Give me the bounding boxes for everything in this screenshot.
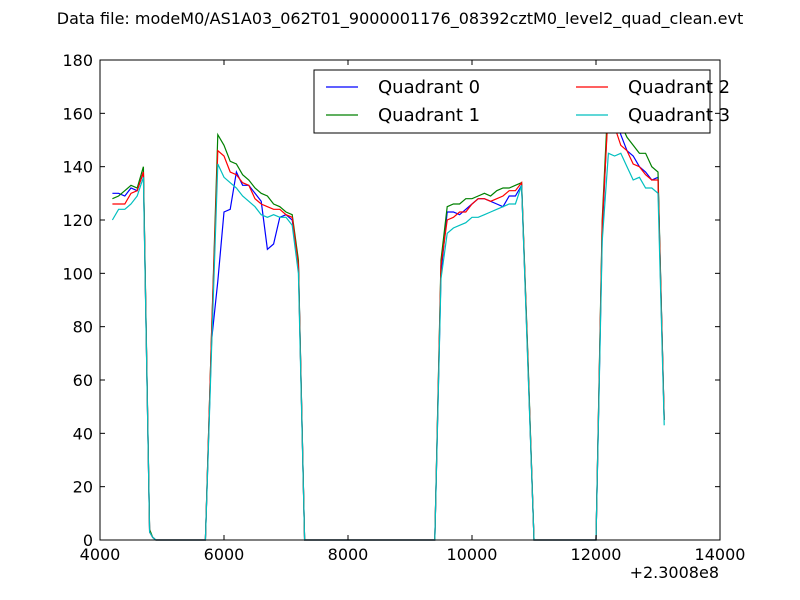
legend: Quadrant 0 Quadrant 1 Quadrant 2 Quadrant 3 bbox=[313, 69, 730, 134]
axis-ticks: 4000 6000 8000 10000 12000 14000 0 20 40 60 80 100 1… bbox=[62, 51, 745, 564]
legend-frame bbox=[313, 69, 711, 134]
y-tick-label: 140 bbox=[62, 158, 93, 177]
y-tick-label: 60 bbox=[73, 371, 93, 390]
legend-label-quadrant-2: Quadrant 2 bbox=[628, 77, 730, 98]
y-tick-label: 20 bbox=[73, 478, 93, 497]
y-tick-label: 120 bbox=[62, 211, 93, 230]
x-tick-label: 12000 bbox=[571, 545, 622, 564]
x-tick-label: 14000 bbox=[695, 545, 746, 564]
y-tick-label: 100 bbox=[62, 264, 93, 283]
y-tick-label: 80 bbox=[73, 318, 93, 337]
legend-label-quadrant-0: Quadrant 0 bbox=[378, 77, 480, 98]
y-tick-label: 40 bbox=[73, 424, 93, 443]
y-tick-label: 180 bbox=[62, 51, 93, 70]
x-tick-label: 4000 bbox=[80, 545, 121, 564]
legend-label-quadrant-1: Quadrant 1 bbox=[378, 105, 480, 126]
x-tick-label: 6000 bbox=[204, 545, 245, 564]
y-tick-label: 160 bbox=[62, 104, 93, 123]
x-offset-label: +2.3008e8 bbox=[630, 563, 719, 582]
y-tick-label: 0 bbox=[83, 531, 93, 550]
legend-label-quadrant-3: Quadrant 3 bbox=[628, 105, 730, 126]
plot-background bbox=[100, 60, 720, 540]
x-tick-label: 8000 bbox=[328, 545, 369, 564]
plot-frame bbox=[99, 59, 721, 541]
chart-title: Data file: modeM0/AS1A03_062T01_90000011… bbox=[57, 9, 743, 29]
x-tick-label: 10000 bbox=[447, 545, 498, 564]
